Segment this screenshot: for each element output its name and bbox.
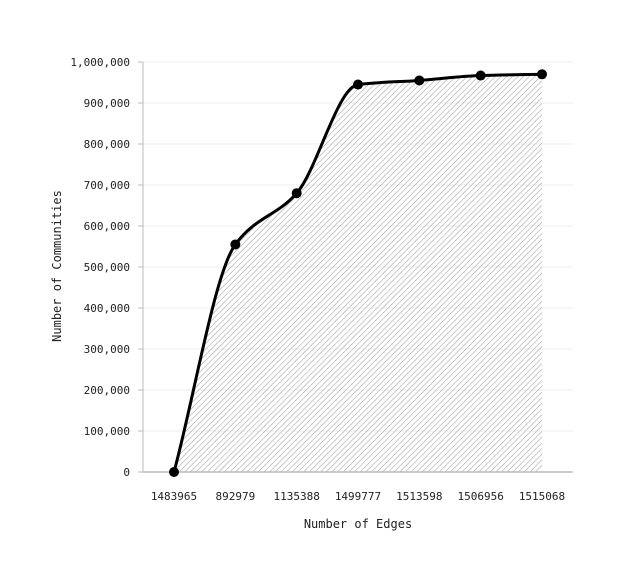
x-axis-title: Number of Edges [304, 517, 412, 531]
data-point [291, 188, 302, 199]
x-axis-ticks: 1483965 892979 1135388 1499777 1513598 150695… [151, 490, 565, 503]
y-tick-label: 100,000 [84, 425, 130, 438]
y-tick-label: 200,000 [84, 384, 130, 397]
y-tick-label: 600,000 [84, 220, 130, 233]
x-tick-label: 1506956 [457, 490, 503, 503]
y-tick-label: 700,000 [84, 179, 130, 192]
y-tick-label: 900,000 [84, 97, 130, 110]
data-point [169, 467, 179, 477]
series-line [172, 72, 543, 473]
data-point [230, 239, 241, 250]
series-line-layer [172, 72, 543, 473]
x-tick-label: 1499777 [335, 490, 381, 503]
y-tick-label: 500,000 [84, 261, 130, 274]
data-points [169, 69, 547, 477]
data-point [475, 70, 486, 81]
y-axis-ticks: 0 100,000 200,000 300,000 400,000 500,000 600,… [70, 56, 143, 479]
y-tick-label: 400,000 [84, 302, 130, 315]
x-tick-label: 1135388 [273, 490, 319, 503]
series-area [174, 74, 542, 473]
data-point [353, 79, 363, 90]
x-tick-label: 1513598 [396, 490, 442, 503]
x-tick-label: 892979 [215, 490, 255, 503]
data-point [537, 69, 547, 80]
y-tick-label: 1,000,000 [70, 56, 130, 69]
y-tick-label: 800,000 [84, 138, 130, 151]
x-tick-label: 1483965 [151, 490, 197, 503]
y-axis-title: Number of Communities [50, 190, 64, 342]
y-tick-label: 0 [123, 466, 130, 479]
data-point [414, 75, 425, 86]
y-tick-label: 300,000 [84, 343, 130, 356]
area-fill-layer [174, 74, 542, 473]
x-tick-label: 1515068 [519, 490, 565, 503]
